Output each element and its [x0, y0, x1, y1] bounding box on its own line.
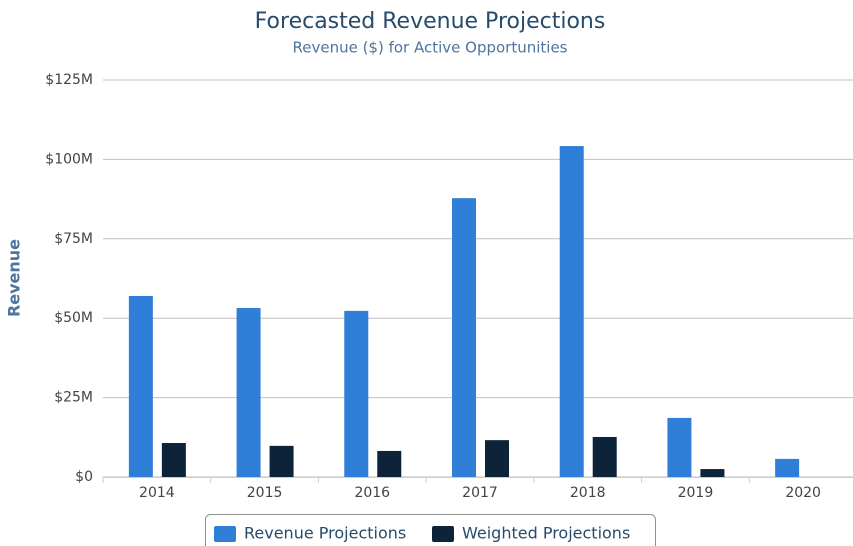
bar [161, 443, 186, 477]
y-tick-label: $125M [45, 72, 93, 88]
y-tick-label: $100M [45, 151, 93, 167]
bar [559, 146, 584, 478]
bar [775, 458, 800, 477]
legend-swatch [214, 526, 236, 542]
bar [452, 198, 476, 477]
x-tick-label: 2017 [462, 485, 498, 501]
bar [667, 417, 692, 477]
y-tick-label: $50M [54, 310, 93, 326]
x-tick-label: 2018 [570, 485, 606, 501]
legend-box [205, 514, 656, 546]
bar [344, 310, 369, 477]
x-tick-label: 2015 [247, 485, 283, 501]
y-tick-label: $25M [54, 390, 93, 406]
legend-swatch [432, 526, 454, 542]
x-tick-label: 2014 [139, 485, 175, 501]
bar [377, 450, 402, 477]
bar [128, 295, 153, 477]
bar [485, 440, 509, 477]
bar [269, 445, 294, 477]
legend-label: Weighted Projections [462, 524, 630, 543]
x-tick-label: 2020 [785, 485, 821, 501]
legend-label: Revenue Projections [244, 524, 406, 543]
y-tick-label: $75M [54, 231, 93, 247]
bar [592, 436, 617, 477]
chart-subtitle: Revenue ($) for Active Opportunities [292, 39, 567, 57]
bar [700, 469, 725, 477]
y-tick-label: $0 [75, 469, 93, 485]
x-tick-label: 2019 [678, 485, 714, 501]
x-tick-label: 2016 [354, 485, 390, 501]
chart-title: Forecasted Revenue Projections [255, 9, 606, 34]
y-axis-title: Revenue [5, 239, 24, 317]
bar [236, 308, 261, 477]
